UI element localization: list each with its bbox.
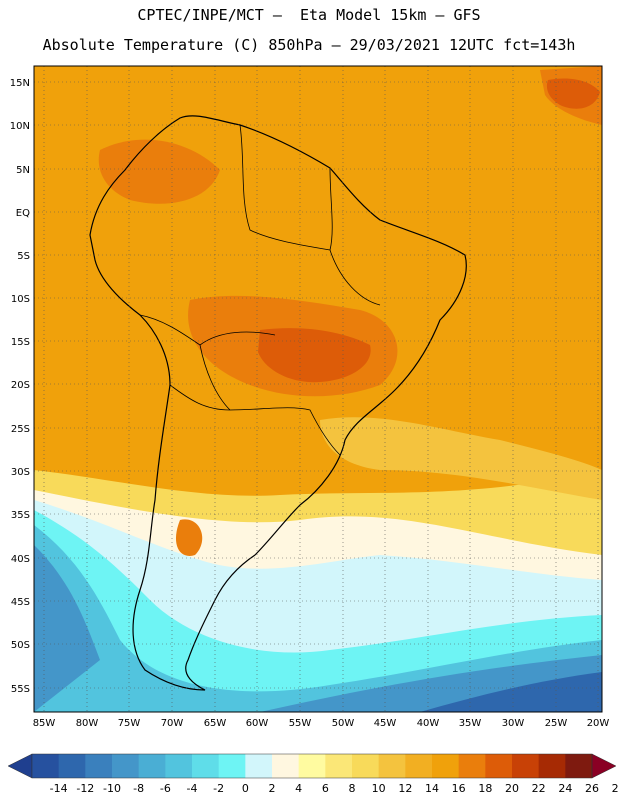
lat-label: 10S: [11, 294, 30, 305]
colorbar-tick-label: 16: [452, 782, 466, 795]
colorbar-swatch: [192, 754, 220, 778]
colorbar-tick-label: 18: [478, 782, 492, 795]
colorbar-tick-label: 24: [558, 782, 572, 795]
lon-label: 65W: [204, 718, 227, 729]
colorbar-swatch: [245, 754, 273, 778]
colorbar-swatch: [458, 754, 486, 778]
lon-label: 55W: [289, 718, 312, 729]
colorbar-tick-label: -8: [133, 782, 144, 795]
map-frame: [33, 65, 603, 713]
colorbar-low-arrow: [7, 753, 33, 779]
lon-label: 60W: [246, 718, 269, 729]
colorbar-tick-label: 10: [372, 782, 386, 795]
colorbar-swatch: [165, 754, 193, 778]
lon-label: 70W: [161, 718, 184, 729]
colorbar-swatch: [565, 754, 593, 778]
colorbar-swatch: [538, 754, 566, 778]
lat-label: 40S: [11, 554, 30, 565]
colorbar-tick-label: 2: [269, 782, 276, 795]
lon-label: 50W: [332, 718, 355, 729]
colorbar-tick-label: -4: [187, 782, 198, 795]
lon-label: 45W: [374, 718, 397, 729]
longitude-labels: 85W 80W 75W 70W 65W 60W 55W 50W 45W 40W …: [33, 718, 610, 729]
colorbar-tick-label: 8: [349, 782, 356, 795]
lat-label: 15N: [10, 78, 30, 89]
colorbar-swatch: [218, 754, 246, 778]
colorbar: -14 -12 -10 -8 -6 -4 -2 0 2 4 6 8 10 12 14 16 18 20 22 24 26…: [7, 753, 618, 795]
lon-label: 85W: [33, 718, 56, 729]
map-title-line1: CPTEC/INPE/MCT – Eta Model 15km – GFS: [137, 6, 481, 24]
colorbar-tick-label: 6: [322, 782, 329, 795]
colorbar-swatch: [58, 754, 86, 778]
colorbar-swatch: [138, 754, 166, 778]
colorbar-tick-label: -6: [160, 782, 171, 795]
colorbar-tick-label: 20: [505, 782, 519, 795]
lat-label: 50S: [11, 640, 30, 651]
map-field: [34, 66, 602, 712]
lat-label: 10N: [10, 121, 30, 132]
lat-label: 30S: [11, 467, 30, 478]
colorbar-tick-label: -12: [76, 782, 94, 795]
lon-label: 30W: [502, 718, 525, 729]
lat-label: EQ: [16, 208, 30, 219]
colorbar-high-arrow: [591, 753, 617, 779]
graticule: [34, 66, 602, 712]
colorbar-swatch: [325, 754, 353, 778]
lat-label: 35S: [11, 510, 30, 521]
colorbar-tick-label: 0: [242, 782, 249, 795]
colorbar-swatch: [378, 754, 406, 778]
coastline-outline: [89, 115, 467, 691]
colorbar-tick-label: 14: [425, 782, 439, 795]
colorbar-swatch: [298, 754, 326, 778]
lat-label: 15S: [11, 337, 30, 348]
colorbar-swatch: [512, 754, 540, 778]
lon-label: 40W: [417, 718, 440, 729]
lon-label: 25W: [545, 718, 568, 729]
lon-label: 75W: [118, 718, 141, 729]
lon-label: 35W: [459, 718, 482, 729]
colorbar-swatch: [432, 754, 460, 778]
colorbar-tick-label: -2: [213, 782, 224, 795]
lat-label: 20S: [11, 380, 30, 391]
lon-label: 20W: [587, 718, 610, 729]
map-title-line2: Absolute Temperature (C) 850hPa – 29/03/…: [42, 36, 576, 54]
colorbar-tick-label: 12: [398, 782, 412, 795]
lon-label: 80W: [76, 718, 99, 729]
colorbar-swatch: [352, 754, 380, 778]
colorbar-swatch: [405, 754, 433, 778]
lat-label: 45S: [11, 597, 30, 608]
colorbar-swatch: [112, 754, 140, 778]
colorbar-tick-label: -14: [50, 782, 68, 795]
lat-label: 25S: [11, 424, 30, 435]
colorbar-tick-label: 22: [532, 782, 546, 795]
lat-label: 5S: [17, 251, 30, 262]
colorbar-swatch: [85, 754, 113, 778]
colorbar-frame: [31, 753, 593, 779]
colorbar-tick-label: 28: [612, 782, 618, 795]
colorbar-tick-label: 4: [295, 782, 302, 795]
colorbar-tick-label: -10: [103, 782, 121, 795]
latitude-labels: 15N 10N 5N EQ 5S 10S 15S 20S 25S 30S 35S…: [10, 78, 30, 695]
lat-label: 55S: [11, 684, 30, 695]
lat-label: 5N: [16, 165, 30, 176]
colorbar-swatch: [485, 754, 513, 778]
colorbar-swatch: [32, 754, 60, 778]
colorbar-swatch: [272, 754, 300, 778]
colorbar-tick-label: 26: [585, 782, 599, 795]
